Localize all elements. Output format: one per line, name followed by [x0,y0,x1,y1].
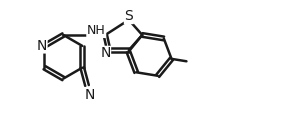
Text: NH: NH [87,24,106,37]
Text: N: N [84,88,95,102]
Text: S: S [124,10,133,23]
Text: N: N [37,39,47,53]
Text: N: N [100,46,111,60]
